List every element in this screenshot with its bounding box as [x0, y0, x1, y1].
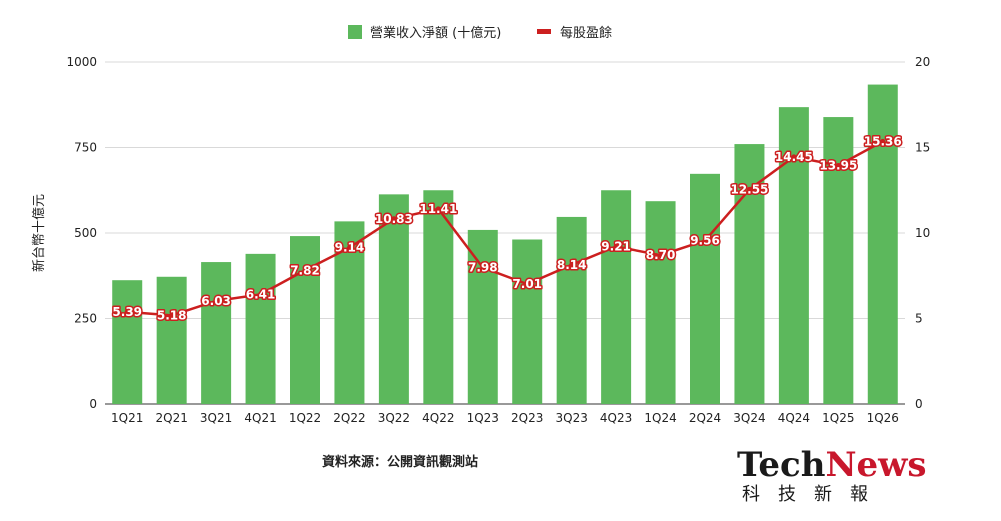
- source-note: 資料來源：公開資訊觀測站: [322, 454, 478, 470]
- eps-data-label: 7.01: [512, 277, 542, 291]
- x-tick-label: 3Q21: [200, 411, 232, 425]
- eps-data-label: 14.45: [775, 150, 813, 164]
- eps-data-label: 13.95: [819, 158, 857, 172]
- eps-point: [480, 265, 486, 271]
- eps-point: [391, 216, 397, 222]
- right-axis-ticks: 0 5 10 15 20: [915, 55, 930, 411]
- eps-point: [258, 291, 264, 297]
- eps-point: [658, 252, 664, 258]
- eps-data-label: 8.14: [557, 258, 587, 272]
- bar-revenue: [245, 253, 276, 404]
- y-axis-label: 新台幣十億元: [31, 194, 47, 272]
- eps-point: [302, 267, 308, 273]
- eps-point: [124, 309, 130, 315]
- x-tick-label: 2Q21: [155, 411, 187, 425]
- legend-swatch-revenue: [348, 25, 362, 39]
- x-tick-label: 3Q24: [733, 411, 765, 425]
- x-tick-label: 1Q24: [644, 411, 676, 425]
- x-tick-label: 3Q23: [555, 411, 587, 425]
- eps-data-label: 5.18: [157, 308, 187, 322]
- eps-data-label: 5.39: [112, 305, 142, 319]
- y2-tick-label: 5: [915, 312, 923, 326]
- eps-data-label: 9.21: [601, 240, 631, 254]
- eps-point: [746, 186, 752, 192]
- eps-point: [835, 162, 841, 168]
- x-tick-label: 2Q22: [333, 411, 365, 425]
- x-tick-label: 2Q23: [511, 411, 543, 425]
- x-tick-label: 4Q24: [778, 411, 810, 425]
- eps-data-label: 15.36: [864, 134, 902, 148]
- x-tick-label: 1Q26: [867, 411, 899, 425]
- bar-revenue: [156, 276, 187, 404]
- bar-revenue: [467, 229, 498, 404]
- y-tick-label: 0: [89, 397, 97, 411]
- logo-tech: Tech: [737, 445, 825, 485]
- y2-tick-label: 15: [915, 141, 930, 155]
- x-tick-label: 1Q22: [289, 411, 321, 425]
- legend-label-eps: 每股盈餘: [560, 25, 612, 41]
- bar-revenue: [112, 280, 143, 404]
- legend-label-revenue: 營業收入淨額 (十億元): [370, 25, 501, 41]
- x-axis-ticks: 1Q21 2Q21 3Q21 4Q21 1Q22 2Q22 3Q22 4Q22 1Q23 2Q23…: [111, 411, 899, 425]
- y-tick-label: 500: [74, 226, 97, 240]
- bars: [112, 84, 898, 405]
- bar-revenue: [512, 239, 543, 404]
- logo-wordmark: TechNews: [737, 445, 927, 485]
- bar-revenue: [423, 190, 454, 404]
- eps-data-label: 9.14: [335, 241, 365, 255]
- eps-point: [169, 312, 175, 318]
- x-tick-label: 1Q23: [467, 411, 499, 425]
- y2-tick-label: 0: [915, 397, 923, 411]
- bar-revenue: [201, 262, 232, 404]
- logo-news: News: [825, 445, 926, 485]
- x-tick-label: 3Q22: [378, 411, 410, 425]
- eps-data-label: 7.98: [468, 261, 498, 275]
- eps-data-label: 12.55: [730, 182, 768, 196]
- legend-swatch-eps: [537, 29, 551, 34]
- eps-point: [569, 262, 575, 268]
- eps-data-label: 6.03: [201, 294, 231, 308]
- x-tick-label: 4Q23: [600, 411, 632, 425]
- bar-revenue: [556, 216, 587, 404]
- technews-logo: TechNews 科技新報: [737, 445, 927, 505]
- eps-point: [435, 206, 441, 212]
- eps-point: [702, 238, 708, 244]
- y2-tick-label: 20: [915, 55, 930, 69]
- left-axis-ticks: 0 250 500 750 1000: [66, 55, 97, 411]
- x-tick-label: 4Q21: [244, 411, 276, 425]
- bar-revenue: [601, 190, 632, 404]
- eps-data-label: 6.41: [246, 287, 276, 301]
- eps-series: [124, 138, 886, 318]
- eps-labels: 5.39 5.18 6.03 6.41 7.82 9.14 10.83 11.41 7.98 7.…: [111, 133, 903, 324]
- bar-revenue: [867, 84, 898, 405]
- eps-data-label: 9.56: [690, 234, 720, 248]
- bar-revenue: [290, 236, 320, 404]
- legend: 營業收入淨額 (十億元) 每股盈餘: [348, 25, 612, 41]
- y-tick-label: 750: [74, 141, 97, 155]
- y-tick-label: 1000: [66, 55, 97, 69]
- eps-data-label: 8.70: [646, 248, 676, 262]
- y-tick-label: 250: [74, 312, 97, 326]
- eps-data-label: 11.41: [419, 202, 457, 216]
- eps-point: [346, 245, 352, 251]
- eps-line: [127, 140, 884, 317]
- eps-data-label: 7.82: [290, 263, 320, 277]
- x-tick-label: 1Q25: [822, 411, 854, 425]
- eps-point: [524, 281, 530, 287]
- eps-point: [613, 244, 619, 250]
- logo-subtitle: 科技新報: [742, 484, 886, 505]
- y2-tick-label: 10: [915, 226, 930, 240]
- bar-revenue: [378, 194, 409, 404]
- x-tick-label: 2Q24: [689, 411, 721, 425]
- bar-revenue: [645, 201, 676, 404]
- eps-point: [791, 154, 797, 160]
- eps-data-label: 10.83: [375, 212, 413, 226]
- eps-point: [213, 298, 219, 304]
- x-tick-label: 1Q21: [111, 411, 143, 425]
- eps-point: [880, 138, 886, 144]
- bar-revenue: [690, 173, 720, 404]
- x-tick-label: 4Q22: [422, 411, 454, 425]
- gridlines: [105, 61, 905, 405]
